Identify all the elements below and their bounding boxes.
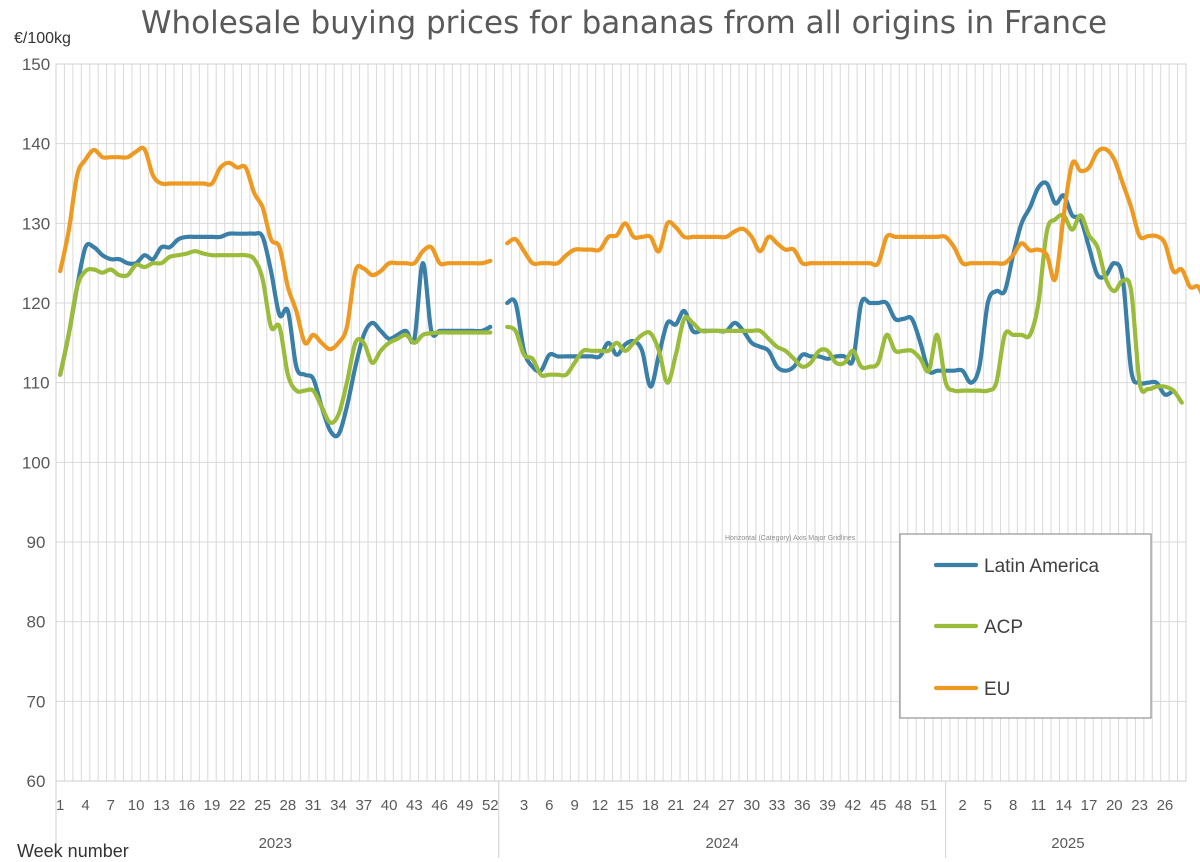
year-label: 2024 bbox=[706, 835, 739, 852]
series-latin-america bbox=[58, 180, 1176, 439]
x-tick-label: 24 bbox=[693, 797, 710, 814]
x-tick-label: 31 bbox=[305, 797, 322, 814]
x-tick-label: 36 bbox=[794, 797, 811, 814]
x-tick-label: 6 bbox=[545, 797, 553, 814]
x-tick-label: 21 bbox=[667, 797, 684, 814]
series-acp bbox=[58, 212, 1184, 425]
x-tick-label: 27 bbox=[718, 797, 735, 814]
tooltip: Horizontal (Category) Axis Major Gridlin… bbox=[725, 535, 856, 542]
y-tick-label: 140 bbox=[22, 135, 50, 154]
x-tick-label: 46 bbox=[431, 797, 448, 814]
x-tick-label: 49 bbox=[457, 797, 474, 814]
y-tick-label: 130 bbox=[22, 214, 50, 233]
series-eu bbox=[58, 145, 1200, 352]
y-tick-label: 110 bbox=[22, 374, 49, 393]
x-tick-label: 25 bbox=[254, 797, 271, 814]
series-line-segment bbox=[58, 145, 493, 352]
x-tick-label: 12 bbox=[592, 797, 609, 814]
x-tick-label: 51 bbox=[920, 797, 937, 814]
year-label: 2025 bbox=[1051, 835, 1084, 852]
x-axis-title: Week number bbox=[17, 841, 129, 861]
y-tick-label: 80 bbox=[27, 613, 46, 632]
legend: Latin America ACP EU bbox=[899, 533, 1152, 719]
x-tick-label: 14 bbox=[1055, 797, 1072, 814]
x-tick-label: 48 bbox=[895, 797, 912, 814]
y-tick-label: 100 bbox=[22, 453, 50, 472]
x-tick-label: 11 bbox=[1031, 797, 1047, 814]
y-tick-label: 60 bbox=[27, 772, 46, 791]
y-tick-label: 90 bbox=[27, 533, 46, 552]
chart-title: Wholesale buying prices for bananas from… bbox=[141, 5, 1107, 41]
legend-label: Latin America bbox=[984, 556, 1100, 577]
legend-label: EU bbox=[984, 679, 1010, 700]
x-tick-label: 5 bbox=[984, 797, 992, 814]
x-tick-label: 37 bbox=[355, 797, 372, 814]
x-tick-label: 18 bbox=[642, 797, 659, 814]
x-tick-label: 33 bbox=[769, 797, 786, 814]
x-tick-label: 28 bbox=[280, 797, 297, 814]
x-tick-label: 30 bbox=[743, 797, 760, 814]
year-label: 2023 bbox=[259, 835, 292, 852]
x-tick-label: 8 bbox=[1009, 797, 1017, 814]
series-line-segment bbox=[58, 249, 493, 425]
y-axis-ticks: 60 70 80 90 100 110 120 130 140 150 bbox=[22, 55, 50, 791]
x-tick-label: 42 bbox=[845, 797, 862, 814]
x-tick-label: 9 bbox=[570, 797, 578, 814]
x-tick-label: 22 bbox=[229, 797, 246, 814]
x-tick-label: 19 bbox=[204, 797, 221, 814]
x-tick-label: 23 bbox=[1131, 797, 1148, 814]
series-line-segment bbox=[505, 146, 1200, 295]
x-tick-label: 3 bbox=[520, 797, 528, 814]
x-tick-label: 17 bbox=[1081, 797, 1098, 814]
x-tick-label: 7 bbox=[107, 797, 115, 814]
x-tick-label: 52 bbox=[482, 797, 499, 814]
x-tick-label: 13 bbox=[153, 797, 170, 814]
y-tick-label: 70 bbox=[27, 692, 46, 711]
x-tick-label: 20 bbox=[1106, 797, 1123, 814]
x-tick-label: 4 bbox=[81, 797, 89, 814]
legend-label: ACP bbox=[984, 617, 1023, 638]
series-lines bbox=[58, 145, 1200, 439]
series-line-segment bbox=[505, 212, 1184, 405]
x-tick-label: 45 bbox=[870, 797, 887, 814]
x-tick-label: 2 bbox=[958, 797, 966, 814]
x-tick-label: 10 bbox=[128, 797, 145, 814]
x-tick-label: 39 bbox=[819, 797, 836, 814]
series-line-segment bbox=[58, 231, 493, 439]
x-tick-label: 16 bbox=[178, 797, 195, 814]
x-tick-label: 34 bbox=[330, 797, 347, 814]
y-axis-unit-label: €/100kg bbox=[14, 30, 71, 47]
x-tick-label: 43 bbox=[406, 797, 423, 814]
x-tick-label: 15 bbox=[617, 797, 634, 814]
x-tick-label: 1 bbox=[56, 797, 64, 814]
x-tick-label: 40 bbox=[381, 797, 398, 814]
y-tick-label: 120 bbox=[22, 294, 50, 313]
series-line-segment bbox=[505, 180, 1176, 397]
tooltip-text: Horizontal (Category) Axis Major Gridlin… bbox=[725, 535, 856, 542]
x-tick-label: 26 bbox=[1157, 797, 1174, 814]
y-tick-label: 150 bbox=[22, 55, 50, 74]
